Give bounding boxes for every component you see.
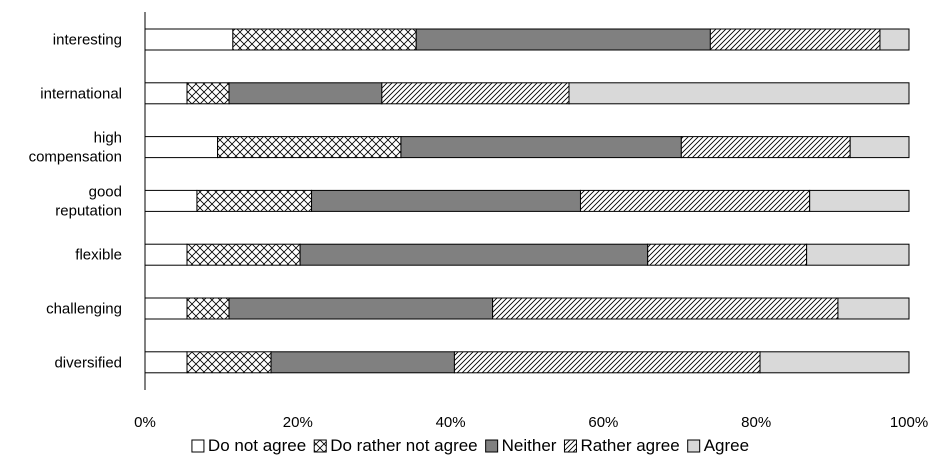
category-label: good reputation	[55, 183, 122, 219]
bar-segment-neither	[270, 351, 455, 374]
bar-segment-rather-agree	[492, 297, 839, 320]
legend: Do not agree Do rather not agree Neither Ra…	[191, 436, 749, 455]
bar-segment-do-rather-not-agree	[186, 351, 272, 374]
bar-segment-do-not-agree	[144, 28, 234, 51]
legend-swatch-do-rather-not-agree	[313, 439, 327, 453]
category-label: flexible	[75, 247, 122, 264]
bar-segment-do-rather-not-agree	[186, 82, 230, 105]
x-tick-label: 100%	[890, 414, 928, 431]
bar-segment-agree	[568, 82, 910, 105]
bar-segment-do-rather-not-agree	[217, 136, 402, 159]
bar-segment-agree	[806, 243, 910, 266]
bar-segment-neither	[415, 28, 711, 51]
bar-segment-do-rather-not-agree	[232, 28, 417, 51]
bar-segment-agree	[809, 189, 910, 212]
bar-segment-rather-agree	[579, 189, 811, 212]
bar-segment-agree	[879, 28, 910, 51]
category-label: high compensation	[29, 130, 122, 166]
legend-label: Do rather not agree	[330, 436, 477, 455]
legend-label: Do not agree	[208, 436, 306, 455]
bar-segment-do-not-agree	[144, 297, 188, 320]
bar-segment-do-rather-not-agree	[196, 189, 313, 212]
bar-segment-rather-agree	[709, 28, 881, 51]
bar-segment-neither	[400, 136, 682, 159]
bar-segment-do-not-agree	[144, 189, 198, 212]
legend-swatch-agree	[687, 439, 701, 453]
bar-segment-neither	[228, 82, 383, 105]
category-label: international	[40, 85, 122, 102]
legend-swatch-neither	[485, 439, 499, 453]
bar-segment-rather-agree	[680, 136, 851, 159]
category-label: diversified	[54, 354, 122, 371]
bar-segment-rather-agree	[453, 351, 761, 374]
bar-segment-do-not-agree	[144, 82, 188, 105]
legend-label: Agree	[704, 436, 749, 455]
category-labels: interesting international high compensation…	[29, 32, 122, 372]
bar-segment-do-not-agree	[144, 243, 188, 266]
category-label: interesting	[53, 32, 122, 49]
bar-segment-do-rather-not-agree	[186, 243, 301, 266]
x-tick-label: 80%	[741, 414, 771, 431]
bar-segment-agree	[759, 351, 910, 374]
x-tick-labels: 0% 20% 40% 60% 80% 100%	[134, 414, 928, 431]
x-tick-label: 40%	[436, 414, 466, 431]
bar-segment-neither	[299, 243, 649, 266]
bar-segment-agree	[849, 136, 910, 159]
category-label: challenging	[46, 301, 122, 318]
bar-segment-neither	[228, 297, 494, 320]
legend-label: Rather agree	[580, 436, 679, 455]
x-tick-label: 60%	[588, 414, 618, 431]
bar-segment-rather-agree	[647, 243, 808, 266]
bar-segment-do-not-agree	[144, 351, 188, 374]
x-tick-label: 0%	[134, 414, 156, 431]
bar-segment-agree	[837, 297, 910, 320]
legend-swatch-do-not-agree	[191, 439, 205, 453]
bars	[144, 28, 910, 374]
bar-segment-do-not-agree	[144, 136, 219, 159]
x-tick-label: 20%	[283, 414, 313, 431]
legend-label: Neither	[502, 436, 557, 455]
legend-swatch-rather-agree	[563, 439, 577, 453]
bar-segment-rather-agree	[381, 82, 570, 105]
bar-segment-do-rather-not-agree	[186, 297, 230, 320]
bar-segment-neither	[311, 189, 581, 212]
